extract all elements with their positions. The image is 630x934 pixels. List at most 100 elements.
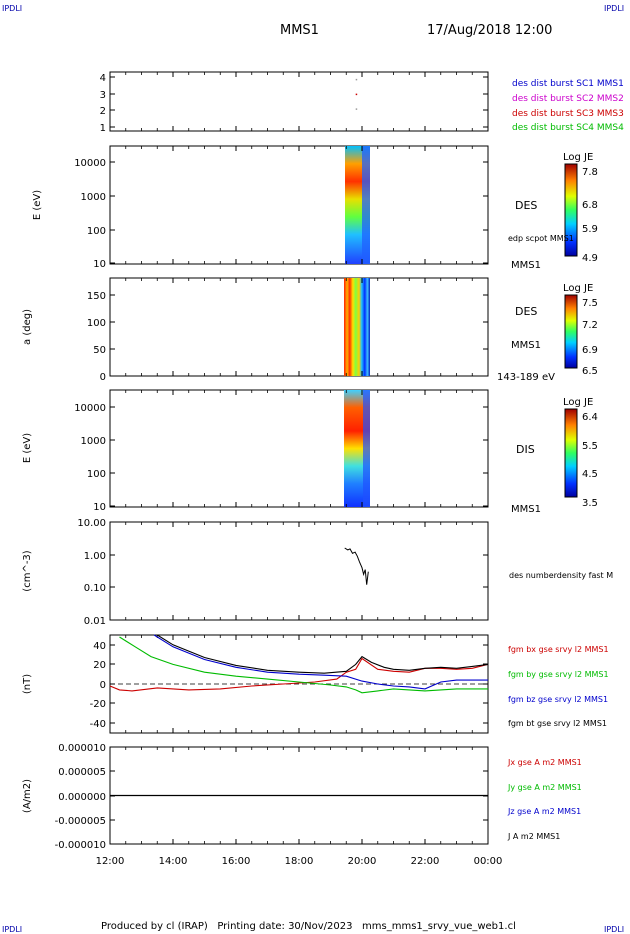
corner-label-bl: IPDLI xyxy=(2,925,22,934)
y-tick-label: 1 xyxy=(100,123,106,134)
colorbar-tick-label: 3.5 xyxy=(582,498,598,509)
ylabel-p6: (nT) xyxy=(22,674,33,694)
y-tick-label: 10 xyxy=(93,259,106,270)
legend-entry: Jx gse A m2 MMS1 xyxy=(507,758,582,767)
y-tick-label: -40 xyxy=(90,719,106,730)
legend-entry: fgm bx gse srvy l2 MMS1 xyxy=(508,645,609,654)
panel-burst-frame xyxy=(109,71,489,132)
ylabel-p4: E (eV) xyxy=(22,433,33,463)
y-tick-label: 10000 xyxy=(74,403,106,414)
legend-entry: J A m2 MMS1 xyxy=(507,832,560,841)
time-tick-label: 16:00 xyxy=(222,856,251,867)
corner-label-tr: IPDLI xyxy=(604,4,624,13)
y-tick-label: 2 xyxy=(100,106,106,117)
y-tick-label: 4 xyxy=(100,73,106,84)
panel-des-pitch-frame xyxy=(109,277,489,377)
corner-label-tl: IPDLI xyxy=(2,4,22,13)
time-tick-label: 00:00 xyxy=(474,856,503,867)
des-energy-spectrogram-edge xyxy=(362,146,370,264)
colorbar-tick-label: 6.8 xyxy=(582,200,598,211)
y-tick-label: 0.10 xyxy=(84,583,106,594)
y-tick-label: 1.00 xyxy=(84,551,106,562)
colorbar-tick-label: 7.8 xyxy=(582,167,598,178)
dis-energy-spectrogram-edge xyxy=(363,390,370,507)
colorbar-tick-label: 6.9 xyxy=(582,345,598,356)
legend-entry: fgm bt gse srvy l2 MMS1 xyxy=(508,719,607,728)
y-tick-label: 0.01 xyxy=(84,616,106,627)
y-tick-label: 10 xyxy=(93,502,106,513)
y-tick-label: 50 xyxy=(93,345,106,356)
colorbar-tick-label: 7.2 xyxy=(582,320,598,331)
panel-dis-energy-frame xyxy=(109,389,489,508)
time-tick-label: 22:00 xyxy=(411,856,440,867)
corner-label-br: IPDLI xyxy=(604,925,624,934)
footer-credit: Produced by cl (IRAP) Printing date: 30/… xyxy=(101,921,516,932)
mission-title: MMS1 xyxy=(280,23,319,38)
panel-density-frame xyxy=(109,521,489,621)
y-tick-label: 1000 xyxy=(81,192,106,203)
y-tick-label: 20 xyxy=(93,660,106,671)
y-tick-label: 0.000000 xyxy=(58,792,106,803)
y-tick-label: 0 xyxy=(100,680,106,691)
time-tick-label: 14:00 xyxy=(159,856,188,867)
y-tick-label: 0.000005 xyxy=(58,767,106,778)
colorbar-des-energy xyxy=(564,163,578,257)
axis-ticks xyxy=(109,72,489,845)
y-tick-label: 100 xyxy=(87,226,106,237)
legend-entry: Jy gse A m2 MMS1 xyxy=(507,783,582,792)
p3-label-energy: 143-189 eV xyxy=(497,372,555,383)
legend-entry: des dist burst SC3 MMS3 xyxy=(512,109,624,119)
y-tick-label: 0 xyxy=(100,372,106,383)
bfield-series-line xyxy=(109,657,489,692)
colorbar-tick-label: 4.9 xyxy=(582,253,598,264)
y-tick-label: -0.000005 xyxy=(55,816,106,827)
bfield-series-line xyxy=(153,634,488,690)
ylabel-p7: (A/m2) xyxy=(22,779,33,813)
p4-label-mms1: MMS1 xyxy=(511,504,541,515)
legend-entry: des numberdensity fast M xyxy=(509,571,613,580)
p3-label-mms1: MMS1 xyxy=(511,340,541,351)
p2-label-mms1: MMS1 xyxy=(511,260,541,271)
ylabel-p3: a (deg) xyxy=(22,309,33,345)
p2-label-scpot: edp scpot MMS1 xyxy=(508,234,574,243)
burst-point xyxy=(355,108,358,110)
chart-marks xyxy=(109,78,489,797)
ylabel-p5: (cm^-3) xyxy=(22,550,33,591)
y-tick-label: 10000 xyxy=(74,158,106,169)
legend-entry: des dist burst SC4 MMS4 xyxy=(512,123,624,133)
p4-label-dis: DIS xyxy=(516,443,535,456)
colorbar-tick-label: 6.4 xyxy=(582,412,598,423)
axis-tick-labels: 12:00 14:00 16:00 18:00 20:00 22:00 00:00 1 2 3 4 1… xyxy=(55,73,598,867)
colorbar-tick-label: 5.5 xyxy=(582,441,598,452)
colorbar-des-pitch xyxy=(564,294,578,369)
colorbar-tick-label: 5.9 xyxy=(582,224,598,235)
y-tick-label: 150 xyxy=(87,291,106,302)
legend-entry: des dist burst SC2 MMS2 xyxy=(512,94,624,104)
time-tick-label: 20:00 xyxy=(348,856,377,867)
colorbar-title-p4: Log JE xyxy=(563,397,593,408)
y-tick-label: 0.000010 xyxy=(58,743,106,754)
y-tick-label: 100 xyxy=(87,469,106,480)
y-tick-label: -0.000010 xyxy=(55,840,106,851)
density-series-line xyxy=(344,547,369,585)
p2-label-des: DES xyxy=(515,199,537,212)
colorbar-title-p2: Log JE xyxy=(563,152,593,163)
y-tick-label: 40 xyxy=(93,641,106,652)
date-title: 17/Aug/2018 12:00 xyxy=(427,23,552,38)
legend-entry: fgm bz gse srvy l2 MMS1 xyxy=(508,695,608,704)
colorbar-title-p3: Log JE xyxy=(563,283,593,294)
colorbar-tick-label: 6.5 xyxy=(582,366,598,377)
y-tick-label: -20 xyxy=(90,699,106,710)
des-pitch-spectrogram xyxy=(344,278,370,376)
colorbar-tick-label: 4.5 xyxy=(582,469,598,480)
legend-entry: fgm by gse srvy l2 MMS1 xyxy=(508,670,609,679)
y-tick-label: 100 xyxy=(87,318,106,329)
time-tick-label: 12:00 xyxy=(96,856,125,867)
y-tick-label: 1000 xyxy=(81,436,106,447)
burst-point xyxy=(355,93,358,96)
legend-entry: des dist burst SC1 MMS1 xyxy=(512,79,624,89)
ylabel-p2: E (eV) xyxy=(32,190,43,220)
panel-des-energy-frame xyxy=(109,145,489,265)
legends: des dist burst SC1 MMS1 des dist burst SC… xyxy=(507,79,624,841)
legend-entry: Jz gse A m2 MMS1 xyxy=(507,807,581,816)
